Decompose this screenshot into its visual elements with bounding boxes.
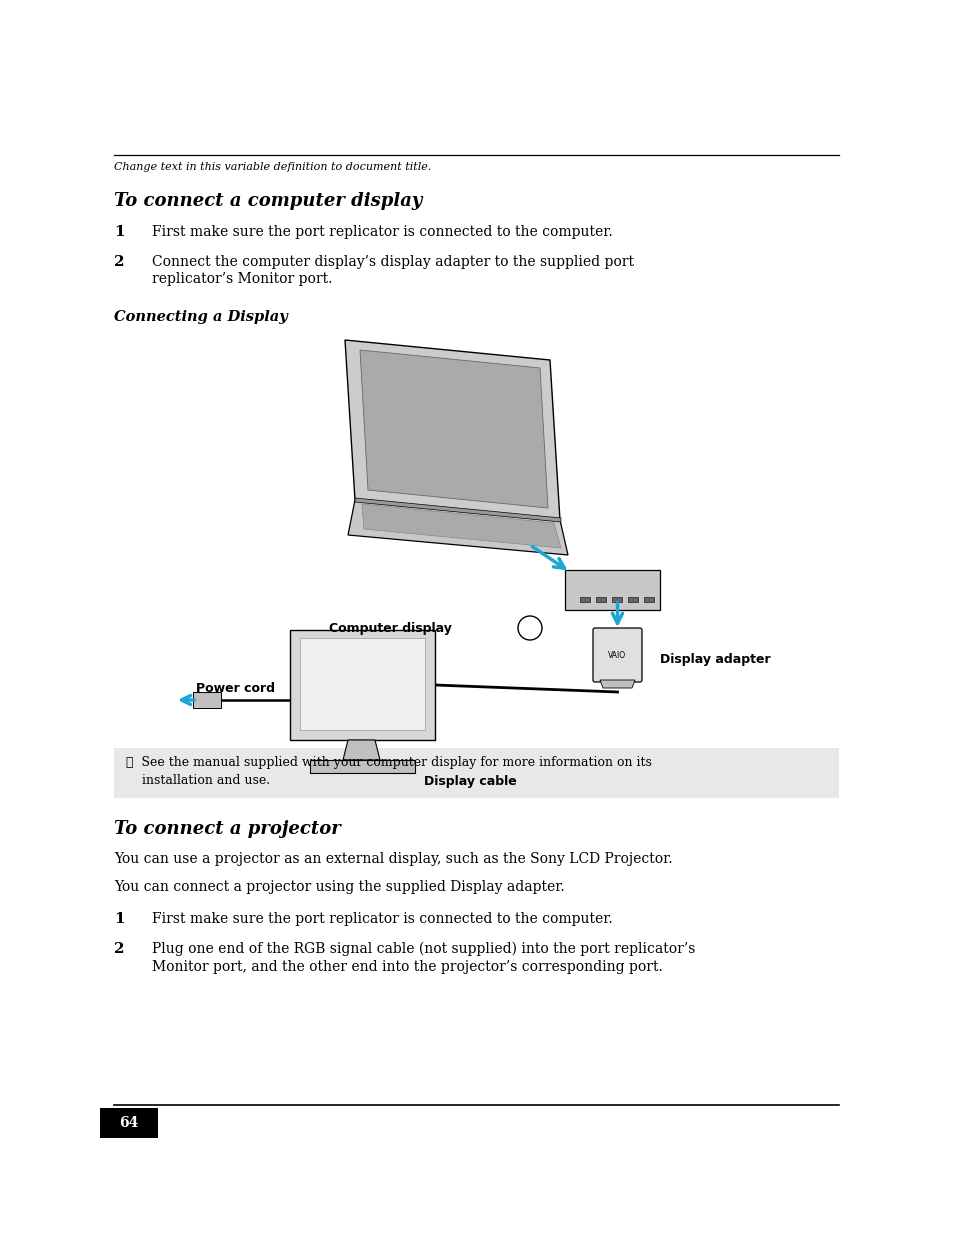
- Text: To connect a projector: To connect a projector: [113, 820, 340, 839]
- Polygon shape: [345, 340, 559, 520]
- Polygon shape: [348, 500, 567, 555]
- Text: 1: 1: [113, 911, 125, 926]
- Text: ⑂  See the manual supplied with your computer display for more information on it: ⑂ See the manual supplied with your comp…: [126, 756, 651, 769]
- Text: Change text in this variable definition to document title.: Change text in this variable definition …: [113, 162, 431, 172]
- Text: Power cord: Power cord: [195, 682, 274, 695]
- Text: First make sure the port replicator is connected to the computer.: First make sure the port replicator is c…: [152, 225, 612, 240]
- Text: You can use a projector as an external display, such as the Sony LCD Projector.: You can use a projector as an external d…: [113, 852, 672, 866]
- Text: Connecting a Display: Connecting a Display: [113, 310, 288, 324]
- Polygon shape: [310, 760, 415, 773]
- FancyBboxPatch shape: [596, 597, 605, 601]
- Text: First make sure the port replicator is connected to the computer.: First make sure the port replicator is c…: [152, 911, 612, 926]
- FancyBboxPatch shape: [100, 1108, 158, 1137]
- Polygon shape: [359, 350, 547, 508]
- Polygon shape: [564, 571, 659, 610]
- Polygon shape: [290, 630, 435, 740]
- Text: 2: 2: [113, 254, 125, 269]
- Text: Display adapter: Display adapter: [659, 653, 770, 667]
- Text: replicator’s Monitor port.: replicator’s Monitor port.: [152, 272, 332, 287]
- FancyBboxPatch shape: [193, 692, 221, 708]
- Text: 1: 1: [113, 225, 125, 240]
- Text: 2: 2: [113, 942, 125, 956]
- FancyBboxPatch shape: [643, 597, 654, 601]
- Text: Monitor port, and the other end into the projector’s corresponding port.: Monitor port, and the other end into the…: [152, 960, 662, 974]
- Text: VAIO: VAIO: [608, 651, 626, 659]
- Circle shape: [517, 616, 541, 640]
- Text: To connect a computer display: To connect a computer display: [113, 191, 422, 210]
- FancyBboxPatch shape: [113, 748, 838, 798]
- Polygon shape: [299, 638, 424, 730]
- Text: 64: 64: [119, 1116, 138, 1130]
- Text: Plug one end of the RGB signal cable (not supplied) into the port replicator’s: Plug one end of the RGB signal cable (no…: [152, 942, 695, 956]
- Text: Connect the computer display’s display adapter to the supplied port: Connect the computer display’s display a…: [152, 254, 634, 269]
- Polygon shape: [361, 504, 560, 548]
- FancyBboxPatch shape: [627, 597, 638, 601]
- Text: Display cable: Display cable: [423, 776, 516, 788]
- Polygon shape: [355, 498, 560, 522]
- Text: You can connect a projector using the supplied Display adapter.: You can connect a projector using the su…: [113, 881, 564, 894]
- Text: installation and use.: installation and use.: [142, 774, 270, 787]
- FancyBboxPatch shape: [612, 597, 621, 601]
- Text: Computer display: Computer display: [328, 622, 451, 635]
- FancyBboxPatch shape: [579, 597, 589, 601]
- FancyBboxPatch shape: [593, 629, 641, 682]
- Polygon shape: [599, 680, 635, 688]
- Polygon shape: [343, 740, 379, 760]
